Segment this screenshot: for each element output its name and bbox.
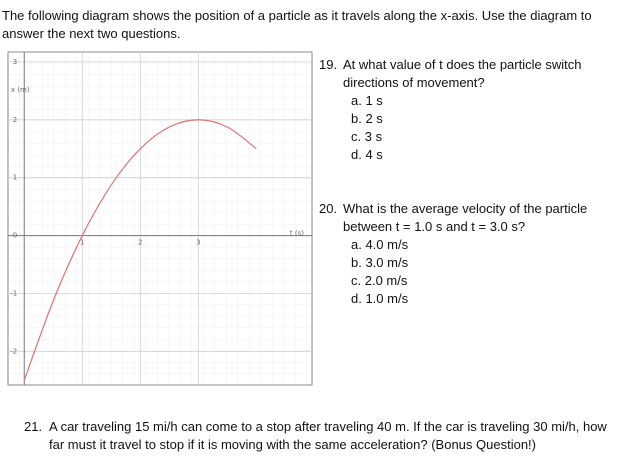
options: a. 1 s b. 2 s c. 3 s d. 4 s [351,92,383,164]
question-text: At what value of t does the particle swi… [343,57,582,90]
plot-frame [7,51,313,386]
y-tick-label: 1 [13,174,17,182]
question-number: 21. [24,419,43,434]
option: d. 4 s [351,147,383,162]
question-number: 20. [319,201,338,216]
question-text: What is the average velocity of the part… [343,201,588,234]
x-tick-label: 2 [138,239,142,247]
y-tick-label: 2 [13,116,17,124]
question-text: A car traveling 15 mi/h can come to a st… [49,419,607,452]
intro: The following diagram shows the position… [2,8,592,41]
options: a. 4.0 m/s b. 3.0 m/s c. 2.0 m/s d. 1.0 m/s [351,236,408,308]
curve [23,119,257,381]
option: c. 2.0 m/s [351,273,408,288]
option: d. 1.0 m/s [351,291,409,306]
option: b. 2 s [351,111,383,126]
option: b. 3.0 m/s [351,255,409,270]
option: a. 1 s [351,93,383,108]
y-tick-label: -1 [10,289,17,297]
x-tick-label: 3 [196,239,200,247]
x-tick-label: 1 [80,239,84,247]
y-tick-label: 3 [13,58,17,66]
x-axis-label: t (s) [290,230,304,238]
option: a. 4.0 m/s [351,237,409,252]
option: c. 3 s [351,129,383,144]
question-number: 19. [319,57,338,72]
y-tick-label: -2 [10,347,17,355]
y-axis-label: x (m) [11,86,30,94]
